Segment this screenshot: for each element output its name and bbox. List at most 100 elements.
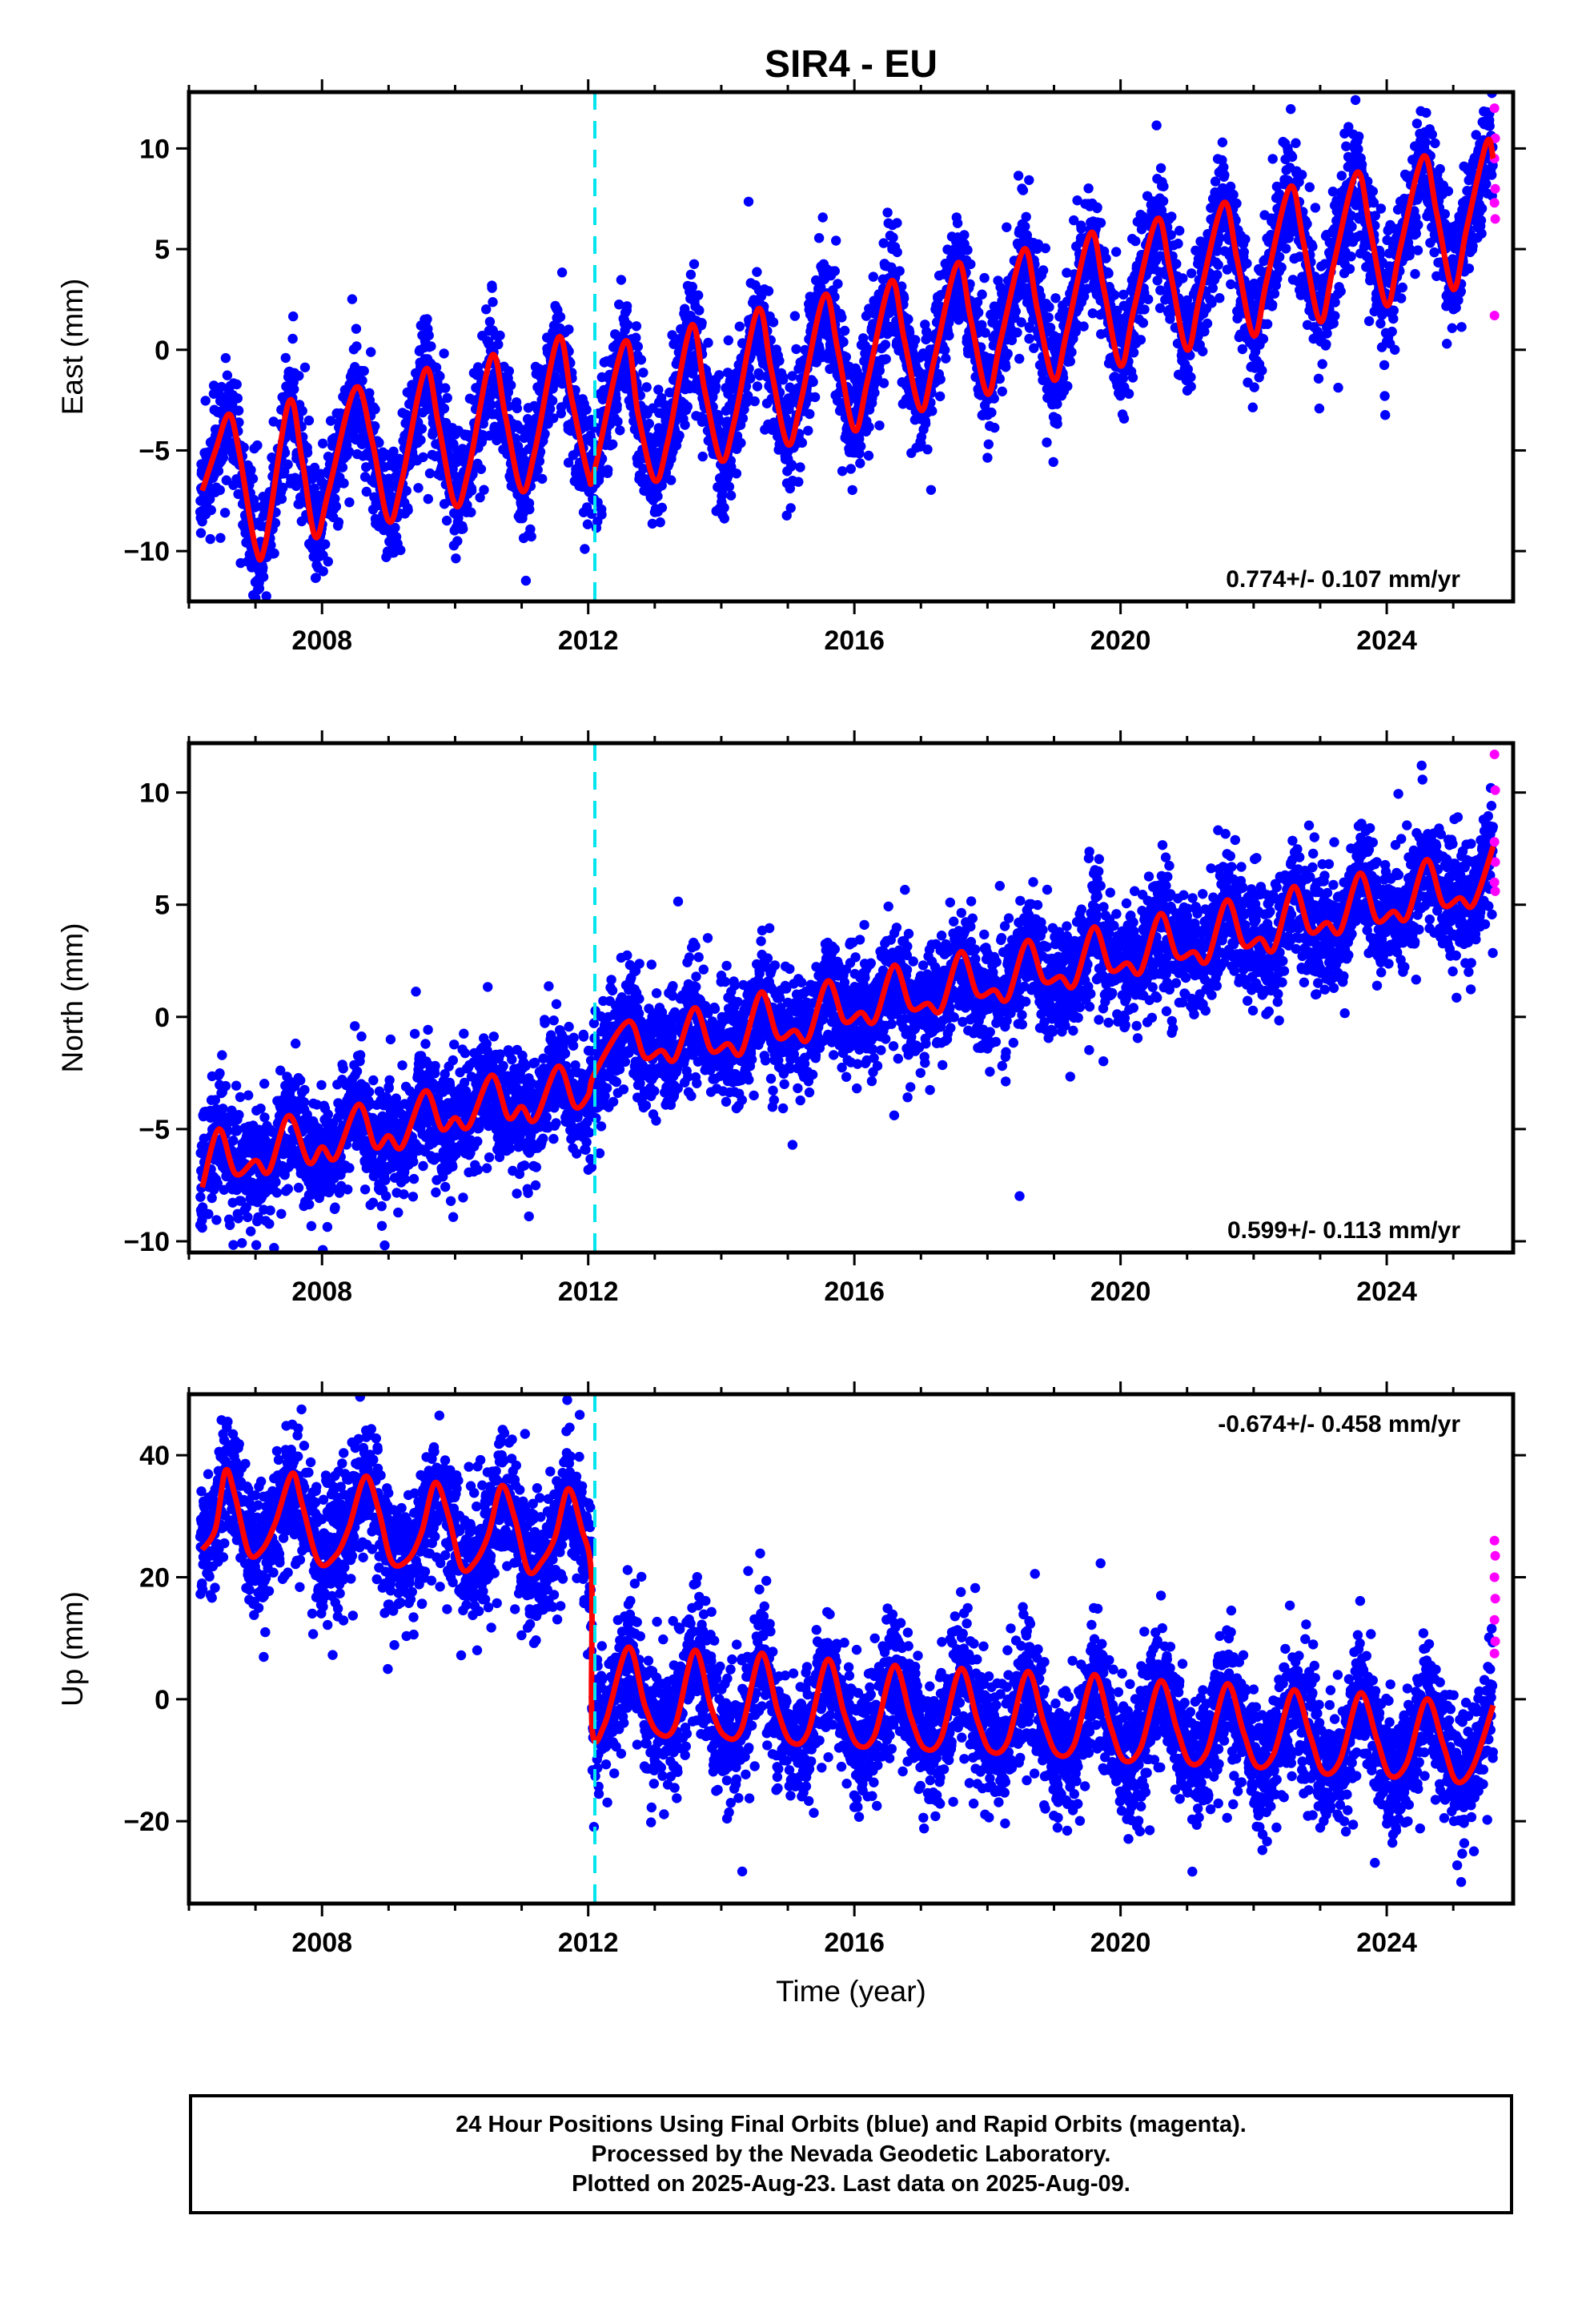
east-data-point [526,531,536,542]
east-data-point [325,416,336,426]
east-data-point [644,418,654,429]
east-data-point [474,368,485,379]
east-data-point [781,510,792,521]
east-data-point [1118,413,1130,424]
east-data-point [1158,181,1169,191]
east-data-point [855,458,865,468]
east-data-point [1297,170,1307,180]
east-data-point [431,362,442,373]
east-data-point [631,321,642,332]
east-data-point [920,418,931,429]
east-data-point [1322,328,1332,339]
east-data-point [1040,243,1051,254]
east-data-point [974,308,984,318]
east-data-point [829,292,840,302]
east-data-point [1123,388,1134,399]
east-data-point [424,330,434,341]
east-data-point [631,332,641,343]
east-data-point [813,233,825,243]
east-data-point [416,435,426,445]
east-data-point [1101,253,1111,263]
east-data-point [719,502,729,513]
east-data-point [1069,215,1079,226]
east-data-point [768,317,779,328]
east-data-point [288,311,299,322]
east-data-point [401,485,412,497]
east-data-point [218,452,229,463]
east-data-point [351,341,362,352]
east-data-point [1042,437,1052,448]
east-data-point [777,375,789,385]
east-data-point [1018,185,1029,195]
east-data-point [1058,372,1069,383]
east-data-point [452,536,463,546]
east-data-point [423,493,433,505]
east-final-orbit-points [195,92,1498,601]
east-data-point [547,396,558,406]
east-data-point [1166,211,1177,222]
east-data-point [1103,268,1114,279]
east-data-point [752,381,763,392]
east-data-point [940,344,950,356]
east-data-point [1139,304,1150,315]
east-data-point [791,344,801,355]
east-data-point [1033,239,1044,250]
east-data-point [1257,365,1267,376]
east-data-point [621,301,632,312]
east-data-point [1287,151,1298,163]
east-data-point [195,528,207,538]
east-data-point [831,235,841,246]
east-data-point [954,298,966,308]
east-data-point [878,238,889,248]
east-data-point [1186,268,1197,279]
east-data-point [1313,373,1324,384]
east-data-point [837,466,848,476]
east-data-point [817,212,828,223]
east-data-point [785,503,796,513]
east-data-point [200,396,211,406]
east-data-point [1111,247,1122,257]
east-data-point [1215,233,1225,243]
east-data-point [215,485,225,496]
east-data-point [935,374,946,384]
east-data-point [246,464,256,476]
east-data-point [1050,293,1061,304]
east-data-point [1173,239,1183,249]
east-data-point [303,415,315,426]
east-data-point [479,485,489,495]
east-data-point [736,437,746,448]
east-data-point [966,259,976,270]
east-data-point [582,519,593,529]
east-data-point [487,283,497,293]
east-data-point [216,381,227,392]
east-data-point [1174,225,1185,236]
east-data-point [903,314,913,324]
east-data-point [990,422,1000,433]
east-data-point [418,452,428,463]
east-data-point [254,583,265,593]
east-data-point [548,413,559,424]
east-data-point [330,493,340,504]
east-data-point [1038,265,1049,275]
east-data-point [1024,333,1034,344]
east-data-point [359,366,369,376]
east-data-point [874,365,885,376]
east-data-point [1207,283,1219,293]
east-data-point [1219,162,1229,172]
east-data-point [1213,259,1223,270]
east-data-point [580,544,590,554]
east-data-point [1212,270,1223,280]
east-data-point [1353,144,1363,155]
east-data-point [1275,251,1285,262]
east-data-point [374,437,384,448]
east-data-point [532,464,543,475]
east-data-point [899,293,909,304]
east-data-point [803,425,813,436]
east-data-point [426,341,436,352]
east-data-point [279,448,291,458]
east-data-point [697,318,707,328]
east-data-point [743,196,754,207]
east-data-point [1350,94,1361,106]
east-data-point [435,371,445,382]
